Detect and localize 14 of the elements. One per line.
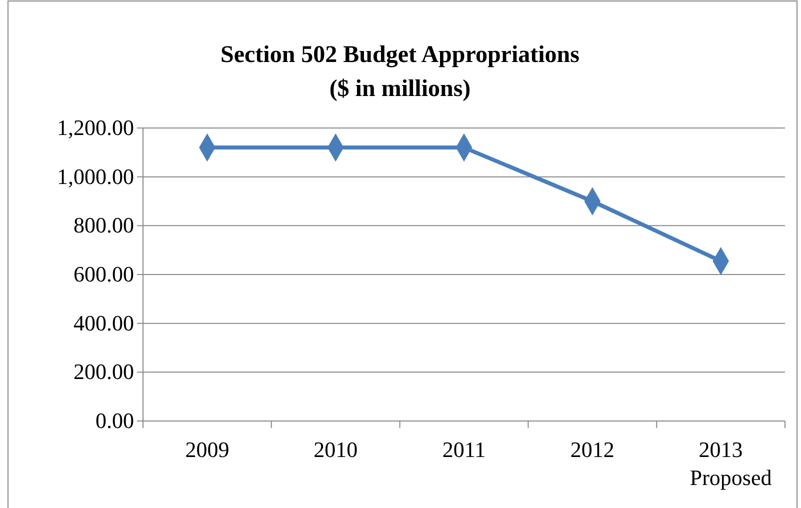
x-tick-label: 2013 Proposed xyxy=(690,437,772,490)
chart-subtitle: ($ in millions) xyxy=(329,76,471,102)
x-tick-label: 2009 xyxy=(185,437,230,462)
y-tick-label: 0.00 xyxy=(96,408,134,434)
y-tick-label: 1,200.00 xyxy=(57,115,134,140)
x-tick-label: 2012 xyxy=(570,437,614,462)
chart-title: Section 502 Budget Appropriations xyxy=(220,42,580,68)
y-tick-label: 400.00 xyxy=(74,310,134,336)
y-tick-label: 1,000.00 xyxy=(57,164,134,189)
x-tick-label: 2011 xyxy=(442,437,486,462)
y-tick-label: 800.00 xyxy=(74,212,134,238)
y-tick-label: 200.00 xyxy=(74,359,134,384)
x-tick-label: 2010 xyxy=(314,437,358,462)
y-tick-label: 600.00 xyxy=(74,262,134,287)
